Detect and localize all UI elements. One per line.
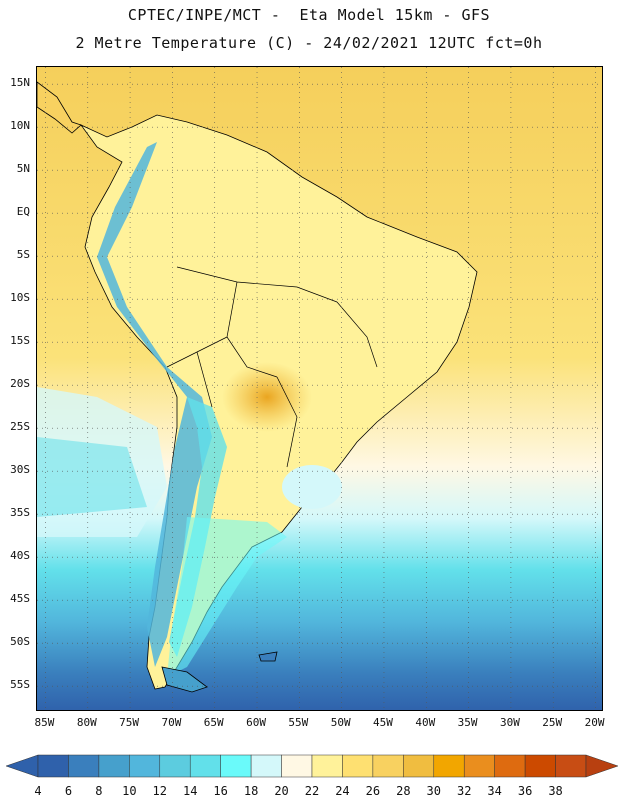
longitude-tick-label: 60W (246, 716, 266, 729)
map-title-line1: CPTEC/INPE/MCT - Eta Model 15km - GFS (127, 6, 491, 24)
colorbar-swatch (189, 754, 221, 778)
latitude-tick-label: EQ (16, 205, 30, 219)
longitude-tick-label: 25W (542, 716, 563, 729)
tierra-del-fuego (161, 666, 208, 693)
latitude-tick-label: 5N (16, 162, 30, 176)
colorbar-swatch (159, 754, 191, 778)
latitude-tick-label: 10S (10, 291, 30, 305)
colorbar-swatch (494, 754, 526, 778)
longitude-tick-label: 75W (119, 716, 140, 729)
colorbar-tick-label: 30 (426, 784, 441, 798)
colorbar-swatch (220, 754, 252, 778)
longitude-tick-label: 20W (584, 716, 605, 729)
colorbar-swatch (372, 754, 404, 778)
colorbar-tick-label: 6 (64, 784, 73, 798)
colorbar-swatch (524, 754, 556, 778)
latitude-tick-label: 10N (10, 119, 30, 133)
andes-cold-strip (97, 142, 212, 667)
amazon-warm (177, 197, 397, 337)
colorbar-tick-label: 38 (548, 784, 563, 798)
latitude-tick-label: 35S (10, 506, 30, 520)
central-america-land (37, 81, 82, 134)
country-borders (166, 266, 378, 468)
colorbar-under-arrow (5, 754, 39, 778)
colorbar-swatch (555, 754, 587, 778)
longitude-tick-label: 35W (457, 716, 478, 729)
colorbar-tick-label: 20 (274, 784, 289, 798)
chaco-hot (222, 362, 312, 432)
colorbar-swatch (311, 754, 343, 778)
colorbar-over-arrow (585, 754, 618, 778)
map-title-line2: 2 Metre Temperature (C) - 24/02/2021 12U… (75, 34, 543, 52)
latitude-tick-label: 30S (10, 463, 30, 477)
colorbar-swatch (68, 754, 100, 778)
colorbar-swatch (281, 754, 313, 778)
colorbar-tick-label: 8 (95, 784, 103, 798)
longitude-tick-label: 85W (34, 716, 55, 729)
colorbar-swatch (98, 754, 130, 778)
colorbar-tick-label: 32 (456, 784, 472, 798)
colorbar-tick-label: 24 (335, 784, 350, 798)
latitude-tick-label: 20S (10, 377, 30, 391)
longitude-tick-label: 40W (415, 716, 436, 729)
colorbar-tick-label: 4 (34, 784, 42, 798)
longitude-tick-label: 30W (499, 716, 520, 729)
colorbar-swatch (342, 754, 374, 778)
longitude-tick-label: 55W (288, 716, 309, 729)
longitude-tick-label: 80W (76, 716, 97, 729)
longitude-tick-label: 70W (161, 716, 182, 729)
latitude-tick-label: 5S (16, 248, 30, 262)
colorbar-swatch (433, 754, 465, 778)
latitude-tick-label: 40S (10, 549, 30, 563)
colorbar-tick-label: 26 (365, 784, 381, 798)
longitude-tick-label: 50W (330, 716, 351, 729)
colorbar-tick-label: 14 (182, 784, 198, 798)
colorbar-swatch (250, 754, 282, 778)
colorbar-swatch (463, 754, 495, 778)
longitude-tick-label: 45W (373, 716, 393, 729)
colorbar-tick-label: 22 (304, 784, 320, 798)
colorbar-tick-label: 10 (122, 784, 137, 798)
latitude-tick-label: 25S (10, 420, 30, 434)
colorbar-tick-label: 16 (213, 784, 228, 798)
colorbar-swatch (403, 754, 435, 778)
colorbar (5, 754, 618, 778)
latitude-tick-label: 15N (10, 76, 30, 90)
rio-plata-cool (282, 465, 342, 509)
pacific-cold-band (37, 437, 147, 517)
colorbar-tick-label: 12 (152, 784, 167, 798)
temperature-map (36, 66, 603, 711)
falklands (258, 651, 278, 662)
colorbar-tick-label: 28 (396, 784, 411, 798)
latitude-tick-label: 15S (10, 334, 30, 348)
colorbar-tick-label: 18 (243, 784, 259, 798)
latitude-tick-label: 55S (10, 678, 30, 692)
latitude-tick-label: 45S (10, 592, 30, 606)
colorbar-tick-label: 34 (487, 784, 502, 798)
colorbar-swatch (129, 754, 161, 778)
colorbar-swatch (37, 754, 69, 778)
colorbar-tick-label: 36 (517, 784, 533, 798)
latitude-tick-label: 50S (10, 635, 30, 649)
longitude-tick-label: 65W (203, 716, 224, 729)
